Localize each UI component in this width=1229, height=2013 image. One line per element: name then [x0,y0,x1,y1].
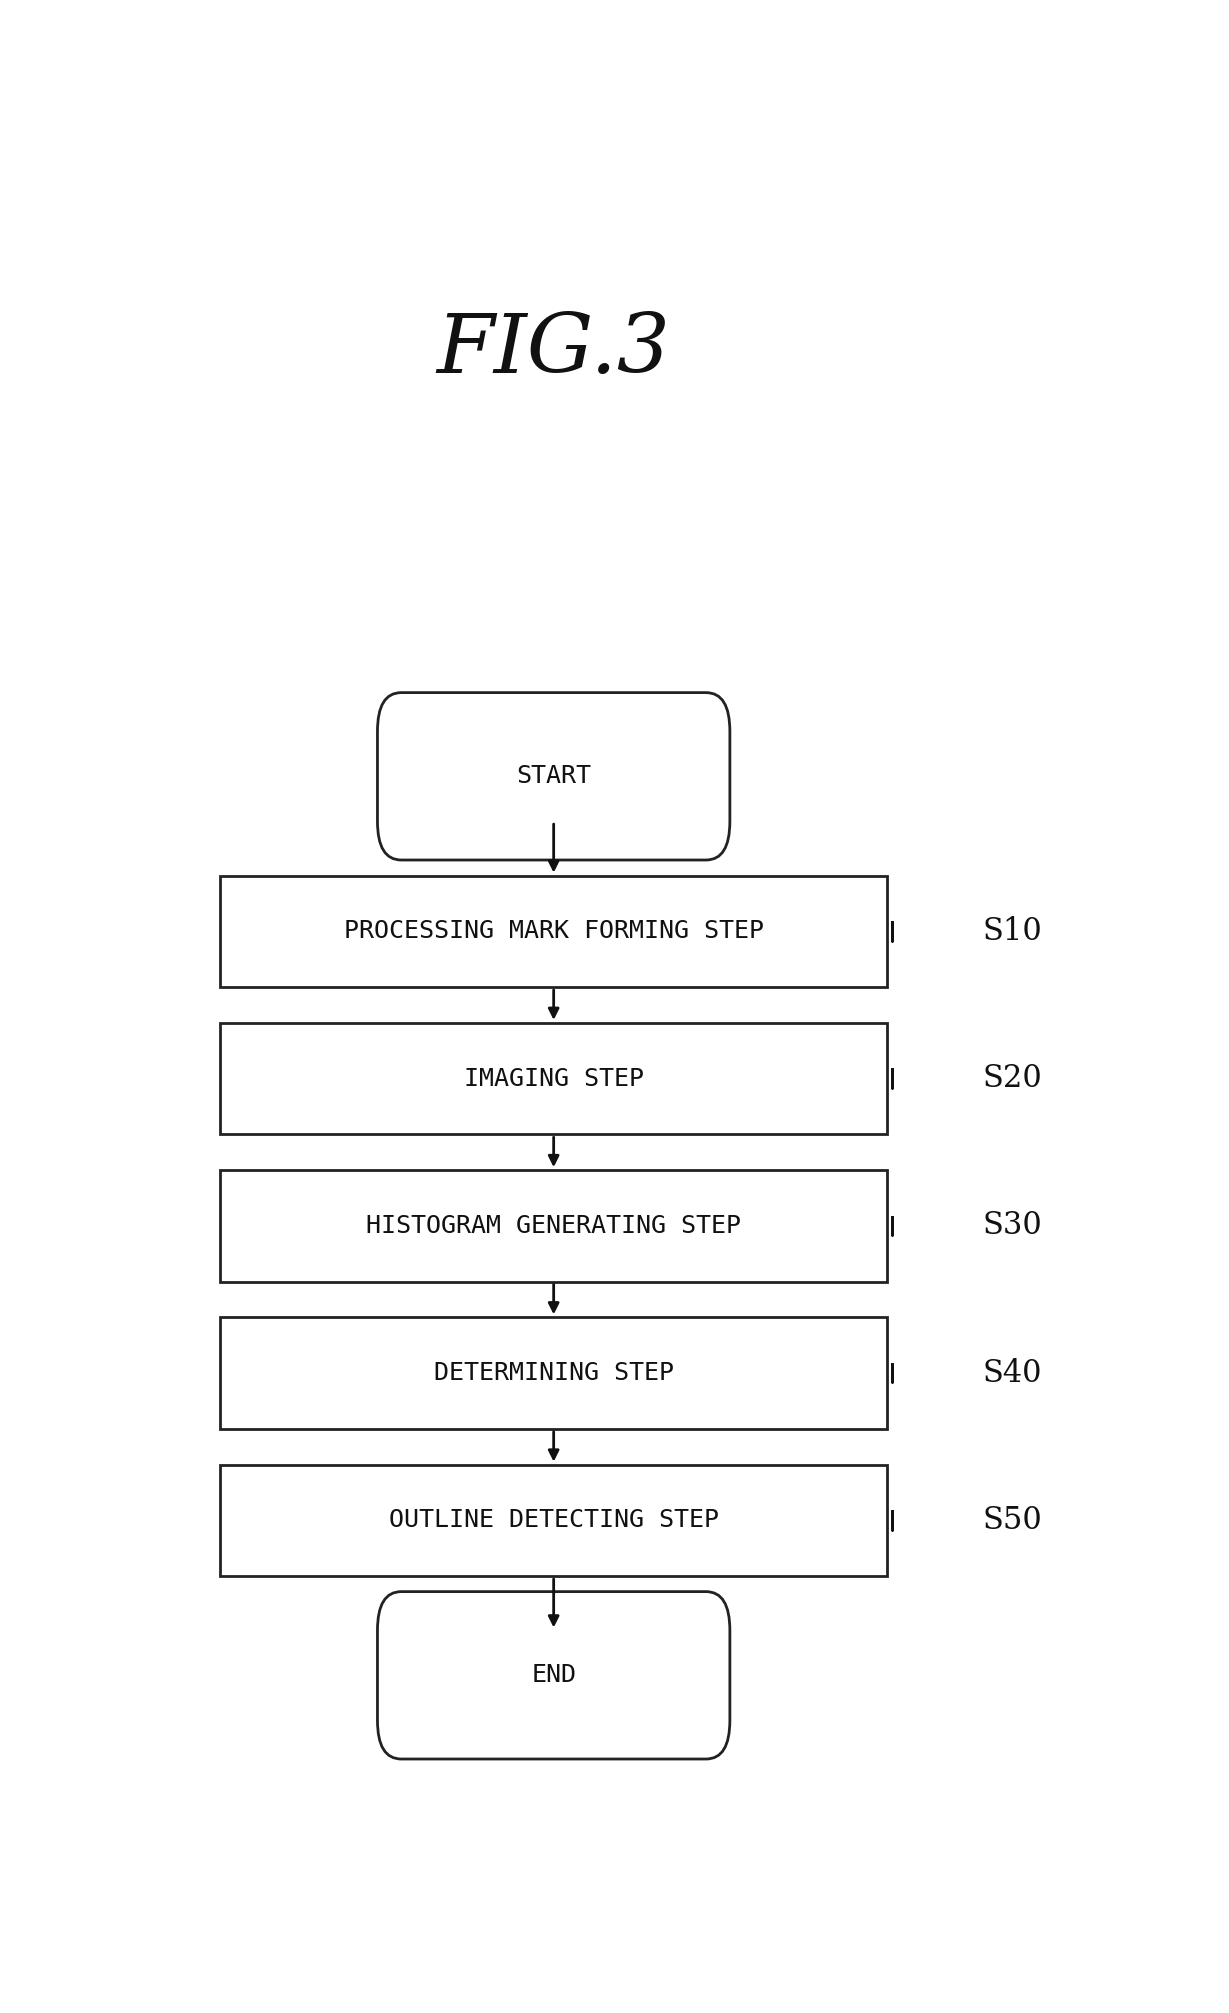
Text: S20: S20 [982,1063,1042,1093]
Text: END: END [531,1663,576,1687]
Text: S10: S10 [982,916,1042,946]
Bar [220,876,887,986]
Bar [220,1465,887,1576]
Bar [220,1317,887,1429]
Text: HISTOGRAM GENERATING STEP: HISTOGRAM GENERATING STEP [366,1214,741,1238]
Text: S30: S30 [982,1210,1042,1242]
FancyBboxPatch shape [377,1592,730,1759]
Text: PROCESSING MARK FORMING STEP: PROCESSING MARK FORMING STEP [344,920,763,944]
Text: OUTLINE DETECTING STEP: OUTLINE DETECTING STEP [388,1508,719,1532]
Text: DETERMINING STEP: DETERMINING STEP [434,1361,673,1385]
FancyBboxPatch shape [377,692,730,860]
Text: IMAGING STEP: IMAGING STEP [463,1067,644,1091]
Bar [220,1023,887,1135]
Text: S40: S40 [982,1357,1042,1389]
Bar [220,1170,887,1282]
Text: FIG.3: FIG.3 [436,310,671,391]
Text: START: START [516,765,591,789]
Text: S50: S50 [982,1506,1042,1536]
